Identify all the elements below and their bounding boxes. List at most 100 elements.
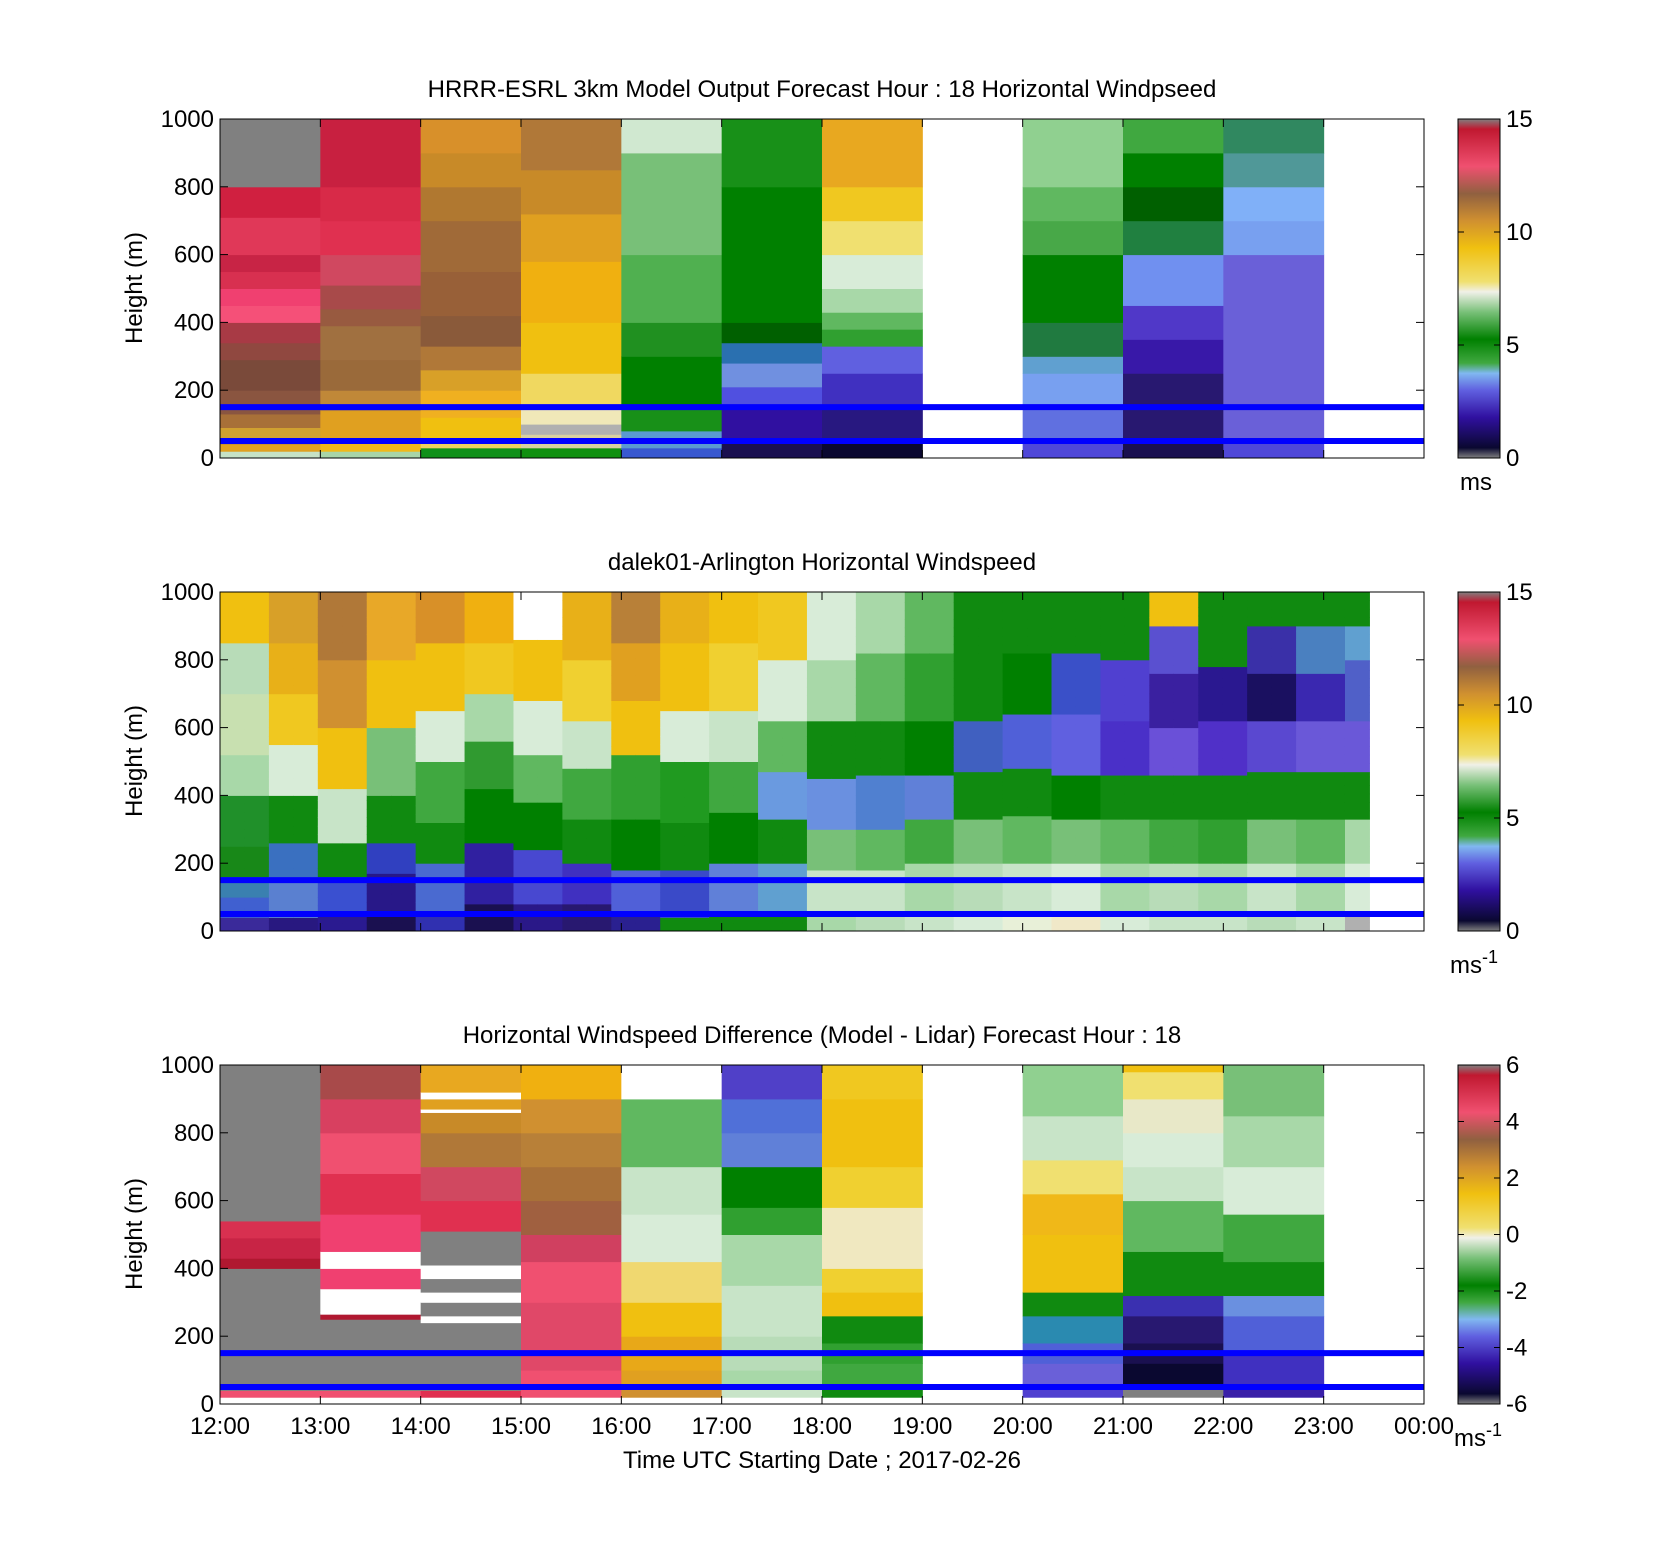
heatmap-cell bbox=[317, 625, 343, 635]
heatmap-cell bbox=[709, 837, 735, 847]
heatmap-cell bbox=[1002, 922, 1028, 932]
heatmap-cell bbox=[1271, 785, 1297, 795]
heatmap-cell bbox=[1344, 669, 1370, 679]
heatmap-cell bbox=[831, 651, 857, 661]
heatmap-cell bbox=[855, 844, 881, 854]
heatmap-cell bbox=[1296, 608, 1322, 618]
heatmap-cell bbox=[733, 608, 759, 618]
heatmap-cell bbox=[806, 885, 832, 895]
heatmap-cell bbox=[978, 763, 1004, 773]
heatmap-cell bbox=[513, 824, 539, 834]
heatmap-cell bbox=[489, 905, 514, 915]
heatmap-cell bbox=[1222, 712, 1248, 722]
heatmap-cell bbox=[366, 634, 392, 644]
heatmap-cell bbox=[586, 661, 612, 671]
heatmap-cell bbox=[293, 702, 319, 712]
heatmap-cell bbox=[1222, 615, 1248, 625]
heatmap-cell bbox=[391, 600, 417, 610]
heatmap-cell bbox=[782, 854, 808, 864]
heatmap-cell bbox=[1296, 664, 1322, 674]
heatmap-cell bbox=[684, 788, 710, 798]
heatmap-cell bbox=[489, 659, 514, 669]
heatmap-cell bbox=[621, 407, 723, 432]
heatmap-cell bbox=[635, 634, 661, 644]
heatmap-cell bbox=[244, 608, 270, 618]
heatmap-cell bbox=[1124, 863, 1150, 869]
heatmap-cell bbox=[1271, 868, 1297, 878]
panel-lidar-ylabel: Height (m) bbox=[121, 705, 148, 817]
heatmap-cell bbox=[1247, 656, 1273, 666]
heatmap-cell bbox=[415, 885, 441, 895]
heatmap-cell bbox=[391, 795, 417, 801]
heatmap-cell bbox=[635, 608, 661, 618]
heatmap-cell bbox=[855, 644, 881, 654]
heatmap-cell bbox=[366, 847, 392, 857]
heatmap-cell bbox=[513, 768, 539, 778]
heatmap-cell bbox=[733, 625, 759, 635]
heatmap-cell bbox=[855, 724, 881, 734]
heatmap-cell bbox=[342, 737, 368, 747]
heatmap-cell bbox=[953, 592, 979, 595]
heatmap-cell bbox=[317, 888, 343, 898]
heatmap-cell bbox=[268, 600, 294, 610]
heatmap-cell bbox=[586, 903, 612, 907]
heatmap-cell bbox=[782, 686, 808, 696]
heatmap-cell bbox=[391, 659, 417, 669]
heatmap-cell bbox=[342, 617, 368, 627]
heatmap-cell bbox=[464, 842, 490, 846]
heatmap-cell bbox=[635, 885, 661, 895]
heatmap-cell bbox=[1124, 868, 1150, 878]
heatmap-cell bbox=[1149, 592, 1175, 601]
heatmap-cell bbox=[831, 836, 857, 846]
heatmap-cell bbox=[953, 686, 979, 696]
heatmap-cell bbox=[521, 373, 622, 408]
heatmap-cell bbox=[1222, 724, 1248, 734]
heatmap-cell bbox=[904, 724, 930, 734]
heatmap-cell bbox=[978, 602, 1004, 612]
heatmap-cell bbox=[562, 837, 588, 847]
heatmap-cell bbox=[1124, 810, 1150, 820]
heatmap-cell bbox=[611, 746, 637, 756]
heatmap-cell bbox=[521, 169, 622, 215]
heatmap-cell bbox=[1344, 863, 1370, 869]
heatmap-cell bbox=[611, 768, 637, 778]
heatmap-cell bbox=[1051, 688, 1077, 698]
heatmap-cell bbox=[978, 678, 1004, 688]
heatmap-cell bbox=[1051, 863, 1077, 869]
heatmap-cell bbox=[513, 802, 539, 808]
heatmap-cell bbox=[831, 659, 857, 662]
panel-lidar-title: dalek01-Arlington Horizontal Windspeed bbox=[608, 549, 1036, 576]
heatmap-cell bbox=[1296, 686, 1322, 696]
heatmap-cell bbox=[464, 800, 490, 810]
heatmap-cell bbox=[415, 702, 441, 712]
heatmap-cell bbox=[880, 812, 906, 822]
heatmap-cell bbox=[978, 720, 1004, 730]
heatmap-cell bbox=[1344, 846, 1370, 856]
heatmap-cell bbox=[721, 1370, 823, 1385]
heatmap-cell bbox=[978, 712, 1004, 722]
heatmap-cell bbox=[1002, 854, 1028, 864]
colorbar-tick-label: 5 bbox=[1506, 805, 1519, 832]
heatmap-cell bbox=[1271, 854, 1297, 864]
heatmap-cell bbox=[782, 846, 808, 856]
heatmap-cell bbox=[1296, 695, 1322, 705]
heatmap-cell bbox=[1051, 636, 1077, 646]
heatmap-cell bbox=[978, 820, 1004, 830]
heatmap-cell bbox=[317, 817, 343, 827]
heatmap-cell bbox=[220, 703, 245, 713]
heatmap-cell bbox=[342, 608, 368, 618]
heatmap-cell bbox=[1222, 598, 1248, 608]
heatmap-cell bbox=[464, 895, 490, 905]
heatmap-cell bbox=[1247, 754, 1273, 764]
heatmap-cell bbox=[1149, 600, 1175, 610]
heatmap-cell bbox=[621, 1065, 723, 1100]
heatmap-cell bbox=[733, 863, 759, 869]
heatmap-cell bbox=[320, 119, 422, 188]
heatmap-cell bbox=[831, 893, 857, 903]
heatmap-cell bbox=[953, 885, 979, 895]
heatmap-cell bbox=[978, 703, 1004, 713]
heatmap-cell bbox=[709, 719, 735, 729]
heatmap-cell bbox=[1296, 829, 1322, 839]
